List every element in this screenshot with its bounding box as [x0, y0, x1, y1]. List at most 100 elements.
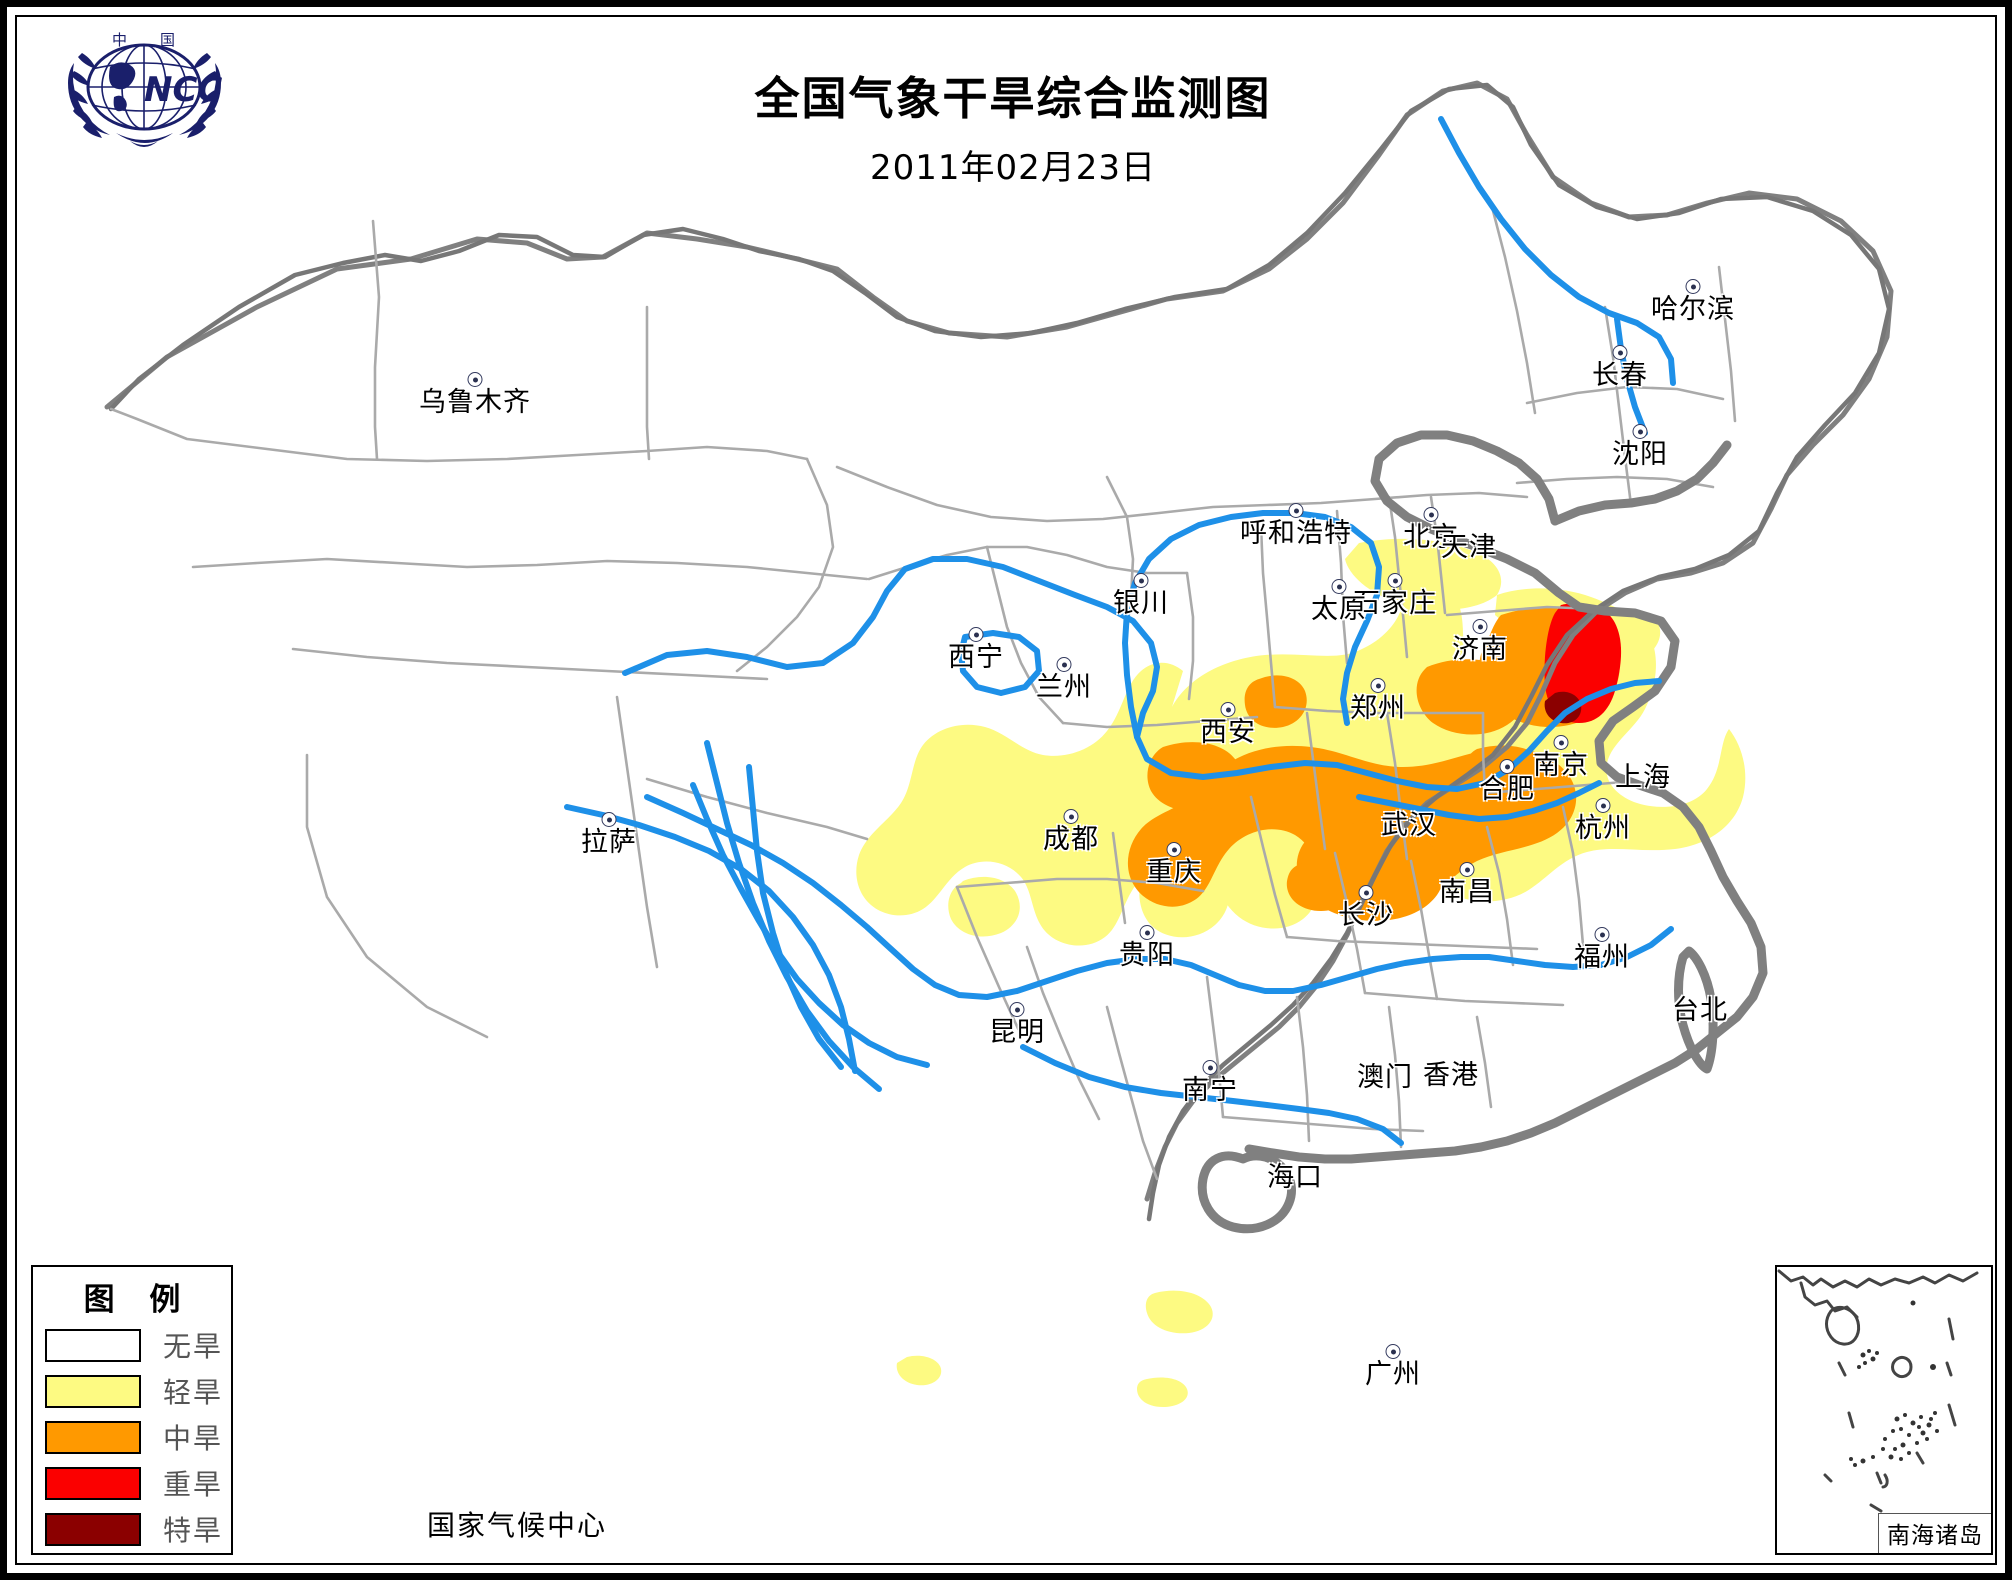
drought-light-yunnan-south	[896, 1355, 942, 1386]
city-dot-icon	[968, 627, 984, 642]
city-dot-icon	[1472, 619, 1488, 634]
legend-label: 特旱	[163, 1514, 224, 1547]
city-label: 南昌	[1439, 877, 1495, 908]
page-title: 全国气象干旱综合监测图	[754, 72, 1272, 125]
city-dot-icon	[1166, 842, 1182, 857]
brahmaputra	[564, 804, 858, 1074]
city-label: 澳门	[1357, 1062, 1413, 1093]
city-label: 南宁	[1182, 1075, 1238, 1106]
city-label: 海口	[1267, 1162, 1323, 1193]
legend-swatch	[45, 1328, 141, 1362]
city-label: 西宁	[948, 642, 1004, 673]
city-dot-icon	[1009, 1002, 1025, 1017]
legend-rows: 无旱轻旱中旱重旱特旱	[33, 1325, 231, 1549]
city-dot-icon	[1423, 507, 1439, 522]
legend-row: 无旱	[45, 1325, 231, 1365]
city-dot-icon	[467, 372, 483, 387]
city-label: 杭州	[1575, 813, 1631, 844]
city-dot-icon	[601, 812, 617, 827]
city-label: 长沙	[1338, 900, 1394, 931]
city-label: 广州	[1365, 1359, 1421, 1390]
legend-label: 中旱	[163, 1422, 224, 1455]
china-map	[104, 80, 1894, 1407]
legend-swatch	[45, 1420, 141, 1454]
drought-light-qinghai	[942, 758, 1012, 815]
city-label: 香港	[1423, 1060, 1479, 1091]
coastline	[1197, 430, 1768, 1234]
city-dot-icon	[1358, 885, 1374, 900]
city-dot-icon	[1288, 503, 1304, 518]
agency-credit: 国家气候中心	[427, 1509, 608, 1542]
svg-text:NCC: NCC	[144, 70, 222, 110]
songhua-branch	[1614, 316, 1648, 436]
huai-river	[1356, 780, 1602, 822]
city-dot-icon	[1612, 345, 1628, 360]
city-label: 贵阳	[1119, 940, 1175, 971]
legend-row: 轻旱	[45, 1371, 231, 1411]
province-boundaries	[109, 201, 1737, 1181]
city-dot-icon	[1139, 925, 1155, 940]
city-dot-icon	[1387, 573, 1403, 588]
city-label: 合肥	[1479, 774, 1535, 805]
legend-label: 重旱	[163, 1468, 224, 1501]
yangtze-headwater	[690, 782, 930, 1068]
city-label: 呼和浩特	[1240, 518, 1352, 549]
nujiang	[746, 764, 844, 1070]
city-label: 北京	[1403, 522, 1459, 553]
city-label: 郑州	[1350, 693, 1406, 724]
city-label: 太原	[1311, 594, 1367, 625]
city-label: 乌鲁木齐	[419, 387, 531, 418]
city-dot-icon	[1685, 279, 1701, 294]
city-label: 成都	[1043, 824, 1099, 855]
legend-swatch	[45, 1374, 141, 1408]
drought-light-guangxi	[1137, 1377, 1188, 1407]
city-dot-icon	[1594, 927, 1610, 942]
drought-light-sichuan	[948, 876, 1020, 937]
city-dot-icon	[1133, 573, 1149, 588]
city-dot-icon	[1499, 759, 1515, 774]
city-label: 石家庄	[1353, 588, 1437, 619]
city-label: 长春	[1592, 360, 1648, 391]
legend-label: 无旱	[163, 1330, 224, 1363]
legend-title: 图 例	[83, 1282, 193, 1318]
south-china-sea-inset: 南海诸岛	[1775, 1265, 1993, 1555]
city-dot-icon	[1632, 424, 1648, 439]
city-dot-icon	[1370, 678, 1386, 693]
yangtze-river	[644, 794, 1674, 1000]
city-label: 武汉	[1381, 810, 1437, 841]
city-dot-icon	[1056, 657, 1072, 672]
drought-extreme-spot	[1544, 691, 1582, 724]
drought-moderate-connector	[1416, 659, 1525, 735]
legend-swatch	[45, 1466, 141, 1500]
inset-map-svg	[1777, 1269, 1979, 1513]
city-dot-icon	[1202, 1060, 1218, 1075]
city-label: 沈阳	[1612, 439, 1668, 470]
drought-light-hebei	[1345, 538, 1502, 610]
map-date: 2011年02月23日	[869, 148, 1157, 188]
qinghai-lake-river	[958, 630, 1042, 696]
city-label: 上海	[1615, 762, 1671, 793]
legend-box: 图 例 无旱轻旱中旱重旱特旱	[31, 1265, 233, 1555]
city-label: 昆明	[989, 1017, 1045, 1048]
inset-label: 南海诸岛	[1878, 1513, 1991, 1553]
city-dot-icon	[1220, 702, 1236, 717]
city-dot-icon	[1553, 735, 1569, 750]
city-label: 台北	[1672, 995, 1728, 1026]
city-label: 拉萨	[581, 827, 637, 858]
legend-row: 重旱	[45, 1463, 231, 1503]
city-dot-icon	[1063, 809, 1079, 824]
legend-row: 中旱	[45, 1417, 231, 1457]
city-label: 西安	[1200, 717, 1256, 748]
svg-text:中: 中	[112, 31, 127, 49]
songhua-river	[1438, 116, 1676, 386]
city-label: 兰州	[1036, 672, 1092, 703]
pearl-river	[1020, 1044, 1404, 1146]
rivers	[564, 116, 1676, 1146]
city-label: 银川	[1113, 588, 1169, 619]
city-label: 重庆	[1146, 857, 1202, 888]
city-label: 南京	[1533, 750, 1589, 781]
drought-overlay	[856, 538, 1746, 1407]
legend-row: 特旱	[45, 1509, 231, 1549]
city-label: 天津	[1441, 532, 1497, 563]
